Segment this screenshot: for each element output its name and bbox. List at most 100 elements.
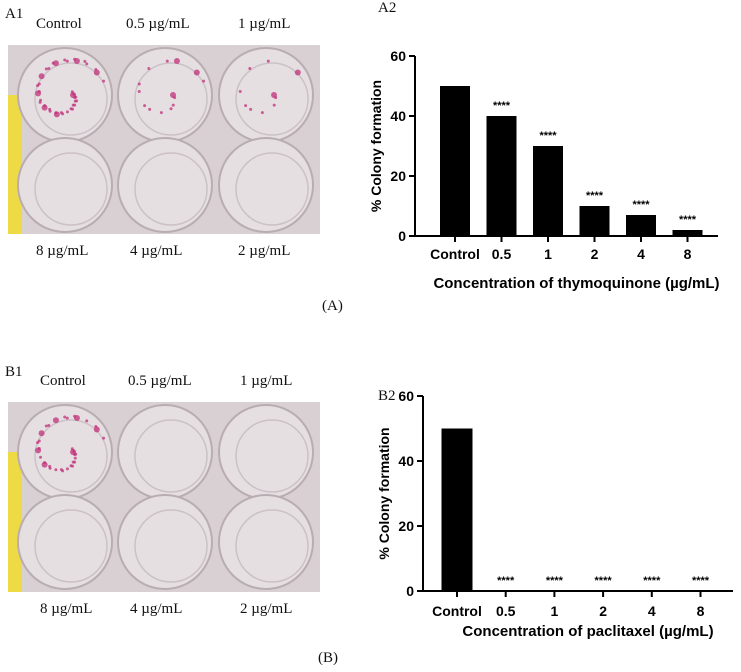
colony bbox=[53, 111, 60, 118]
well bbox=[218, 494, 314, 590]
colony bbox=[165, 59, 169, 63]
colony bbox=[41, 104, 48, 111]
x-tick-label: 2 bbox=[591, 246, 599, 262]
bar bbox=[440, 86, 470, 236]
significance-marker: **** bbox=[586, 190, 604, 202]
colony bbox=[248, 67, 252, 71]
panel-label-a2: A2 bbox=[378, 0, 397, 16]
plate-tape bbox=[8, 452, 22, 592]
colony bbox=[47, 424, 51, 428]
plate-tape bbox=[8, 95, 22, 234]
significance-marker: **** bbox=[497, 575, 515, 587]
well bbox=[218, 404, 314, 500]
x-tick-label: 8 bbox=[697, 603, 705, 619]
colony bbox=[244, 104, 248, 108]
well bbox=[17, 137, 113, 233]
colony bbox=[63, 415, 67, 419]
colony bbox=[85, 62, 89, 66]
colony bbox=[148, 107, 152, 111]
colony bbox=[75, 99, 79, 103]
colony bbox=[73, 460, 77, 464]
colony bbox=[266, 59, 270, 63]
bar bbox=[579, 206, 610, 236]
colony bbox=[85, 419, 89, 423]
colony bbox=[294, 69, 301, 76]
well-inner-rim bbox=[134, 62, 208, 136]
y-axis-title: % Colony formation bbox=[368, 80, 384, 212]
colony bbox=[238, 89, 242, 93]
bar-chart-paclitaxel: 0 20 40 60 % Colony formation Control 0.5 **** 1… bbox=[376, 388, 733, 640]
bar bbox=[533, 146, 563, 236]
x-axis-title: Concentration of paclitaxel (µg/mL) bbox=[462, 623, 713, 640]
well-label: Control bbox=[36, 16, 82, 32]
colony bbox=[63, 58, 67, 62]
y-tick-label: 20 bbox=[398, 518, 414, 534]
colony bbox=[73, 103, 77, 107]
colony bbox=[61, 469, 65, 473]
colony bbox=[94, 67, 98, 71]
colony bbox=[65, 416, 69, 420]
colony bbox=[274, 96, 278, 100]
well bbox=[17, 47, 113, 143]
x-tick-label: 1 bbox=[544, 246, 552, 262]
colony bbox=[137, 89, 141, 93]
well-inner-rim bbox=[34, 419, 108, 493]
colony bbox=[74, 95, 78, 99]
well bbox=[117, 47, 213, 143]
well-label: 2 µg/mL bbox=[240, 601, 293, 617]
colony bbox=[48, 466, 52, 470]
well-label: 1 µg/mL bbox=[240, 373, 293, 389]
x-tick-label: 0.5 bbox=[492, 246, 512, 262]
colony bbox=[202, 79, 206, 83]
colony bbox=[35, 90, 42, 97]
well-label: 0.5 µg/mL bbox=[126, 16, 190, 32]
colony bbox=[44, 424, 48, 428]
colony bbox=[147, 67, 151, 71]
x-axis-title: Concentration of thymoquinone (µg/mL) bbox=[433, 275, 719, 292]
well-inner-rim bbox=[235, 62, 309, 136]
x-tick-label: 4 bbox=[637, 246, 645, 262]
well bbox=[117, 137, 213, 233]
colony bbox=[159, 111, 163, 115]
colony bbox=[272, 103, 276, 107]
significance-marker: **** bbox=[493, 100, 511, 112]
colony bbox=[36, 441, 40, 445]
well-inner-rim bbox=[235, 509, 309, 583]
significance-marker: **** bbox=[632, 199, 650, 211]
colony bbox=[71, 107, 75, 111]
well bbox=[17, 404, 113, 500]
x-tick-label: 0.5 bbox=[496, 603, 516, 619]
panel-label-b2: B2 bbox=[378, 388, 396, 404]
colony bbox=[71, 464, 75, 468]
well-inner-rim bbox=[134, 152, 208, 226]
colony bbox=[260, 111, 264, 115]
colony bbox=[41, 461, 48, 468]
colony bbox=[137, 82, 141, 86]
colony bbox=[93, 426, 100, 433]
well-inner-rim bbox=[34, 509, 108, 583]
colony bbox=[61, 112, 65, 116]
colony bbox=[193, 69, 200, 76]
x-tick-label: 4 bbox=[648, 603, 656, 619]
bar bbox=[441, 428, 473, 591]
well-plate-photo-b bbox=[8, 402, 320, 592]
panel-caption-a: (A) bbox=[322, 298, 343, 314]
panel-label-b1: B1 bbox=[5, 364, 23, 380]
colony bbox=[54, 468, 58, 472]
x-tick-label: 1 bbox=[551, 603, 559, 619]
colony bbox=[249, 107, 253, 111]
well-inner-rim bbox=[235, 152, 309, 226]
well-label: 0.5 µg/mL bbox=[128, 373, 192, 389]
well-inner-rim bbox=[134, 419, 208, 493]
colony bbox=[72, 449, 76, 453]
well-label: 8 µg/mL bbox=[40, 601, 93, 617]
bar-chart-thymoquinone: 0 20 40 60 % Colony formation Control 0.5 **** 1… bbox=[368, 48, 720, 292]
y-tick-label: 60 bbox=[390, 48, 406, 64]
colony bbox=[72, 92, 76, 96]
well-label: 4 µg/mL bbox=[130, 243, 183, 259]
well-plate-photo-a bbox=[8, 45, 320, 234]
colony bbox=[51, 61, 55, 65]
colony bbox=[47, 67, 51, 71]
colony bbox=[52, 60, 59, 67]
y-tick-label: 20 bbox=[390, 168, 406, 184]
